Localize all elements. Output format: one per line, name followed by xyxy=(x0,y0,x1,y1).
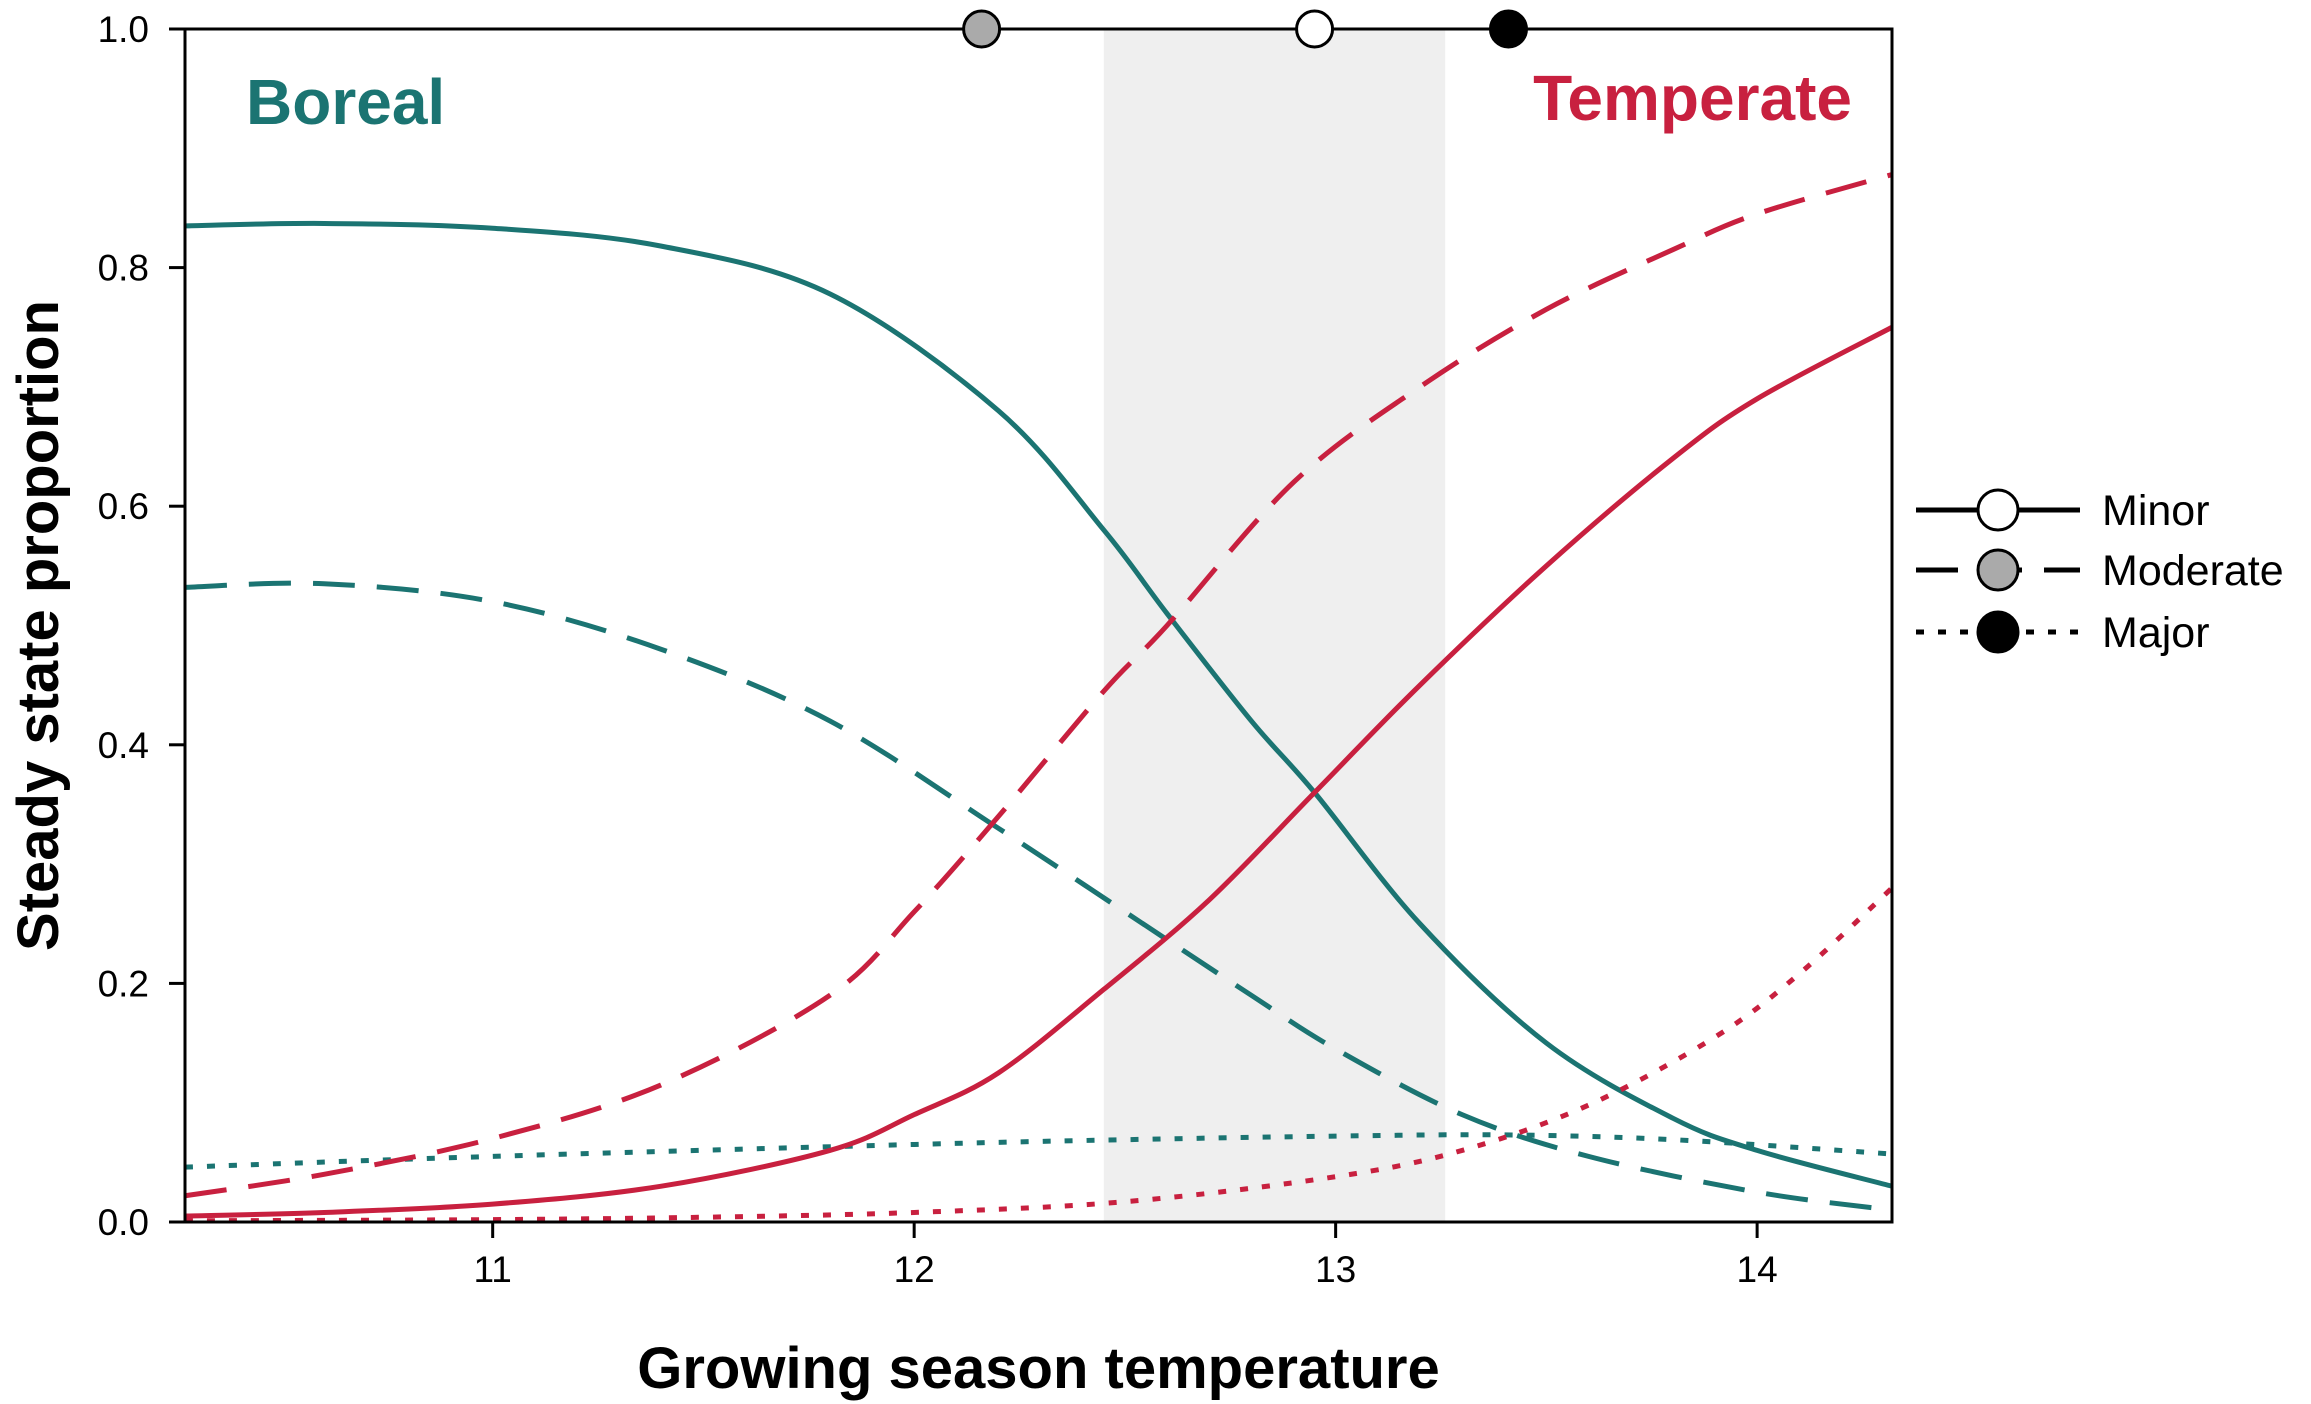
x-tick-label: 14 xyxy=(1737,1249,1778,1290)
legend-label-moderate: Moderate xyxy=(2102,547,2284,595)
y-tick-label: 0.0 xyxy=(98,1202,149,1243)
legend-marker-minor xyxy=(1976,488,2020,532)
legend-label-minor: Minor xyxy=(2102,487,2210,535)
x-axis-title: Growing season temperature xyxy=(637,1336,1440,1401)
legend: Minor Moderate Major xyxy=(1916,487,2284,657)
y-axis: 0.0 0.2 0.4 0.6 0.8 1.0 xyxy=(98,9,185,1243)
series-line-temperate-minor xyxy=(184,325,1894,1219)
y-tick-label: 0.4 xyxy=(98,725,149,766)
x-tick-label: 13 xyxy=(1315,1249,1356,1290)
legend-marker-major xyxy=(1976,610,2020,654)
series-line-boreal-moderate xyxy=(184,580,1893,1213)
legend-marker-moderate xyxy=(1976,548,2020,592)
threshold-marker-moderate xyxy=(962,9,1002,49)
series-layer xyxy=(184,172,1894,1224)
x-tick-label: 12 xyxy=(894,1249,935,1290)
threshold-markers xyxy=(962,9,1528,49)
temperate-label: Temperate xyxy=(1533,62,1852,134)
y-tick-label: 1.0 xyxy=(98,9,149,50)
shaded-band xyxy=(1103,29,1446,1222)
threshold-marker-major xyxy=(1488,9,1528,49)
boreal-label: Boreal xyxy=(246,66,445,138)
plot-frame xyxy=(183,27,1894,1224)
threshold-marker-minor xyxy=(1295,9,1335,49)
series-line-boreal-minor xyxy=(184,220,1893,1189)
y-tick-label: 0.6 xyxy=(98,486,149,527)
y-axis-title: Steady state proportion xyxy=(6,300,71,951)
series-line-temperate-moderate xyxy=(184,172,1893,1199)
legend-label-major: Major xyxy=(2102,609,2210,657)
x-tick-label: 11 xyxy=(473,1249,511,1290)
x-axis: 11 12 13 14 xyxy=(473,1222,1778,1290)
y-tick-label: 0.2 xyxy=(98,963,149,1004)
series-line-boreal-major xyxy=(184,1132,1893,1170)
series-line-temperate-major xyxy=(184,886,1894,1224)
y-tick-label: 0.8 xyxy=(98,248,149,289)
